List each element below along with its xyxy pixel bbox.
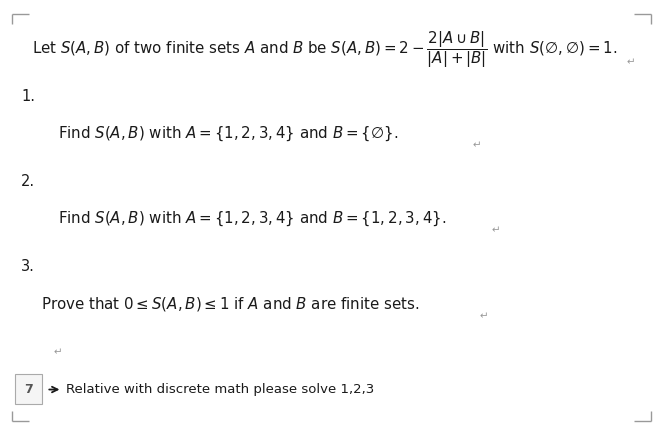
- Text: ↵: ↵: [627, 57, 636, 67]
- Bar: [15, 374, 42, 404]
- Text: Prove that $0 \leq S(A,B) \leq 1$ if $A$ and $B$ are finite sets.: Prove that $0 \leq S(A,B) \leq 1$ if $A$…: [41, 295, 419, 313]
- Text: Find $S(A,B)$ with $A = \{1,2,3,4\}$ and $B = \{1,2,3,4\}$.: Find $S(A,B)$ with $A = \{1,2,3,4\}$ and…: [58, 210, 447, 228]
- Text: Let $S(A,B)$ of two finite sets $A$ and $B$ be $S(A,B) = 2 - \dfrac{2|A\cup B|}{: Let $S(A,B)$ of two finite sets $A$ and …: [32, 29, 617, 69]
- Text: ↵: ↵: [54, 347, 63, 358]
- Text: 2.: 2.: [21, 174, 35, 188]
- Text: Find $S(A,B)$ with $A = \{1,2,3,4\}$ and $B = \{\varnothing\}$.: Find $S(A,B)$ with $A = \{1,2,3,4\}$ and…: [58, 125, 398, 143]
- Text: 7: 7: [24, 383, 33, 396]
- Text: Relative with discrete math please solve 1,2,3: Relative with discrete math please solve…: [66, 383, 375, 396]
- Text: 3.: 3.: [21, 260, 35, 274]
- Text: ↵: ↵: [479, 311, 489, 321]
- Text: ↵: ↵: [491, 225, 501, 236]
- Text: 1.: 1.: [21, 89, 35, 104]
- Text: ↵: ↵: [473, 140, 482, 150]
